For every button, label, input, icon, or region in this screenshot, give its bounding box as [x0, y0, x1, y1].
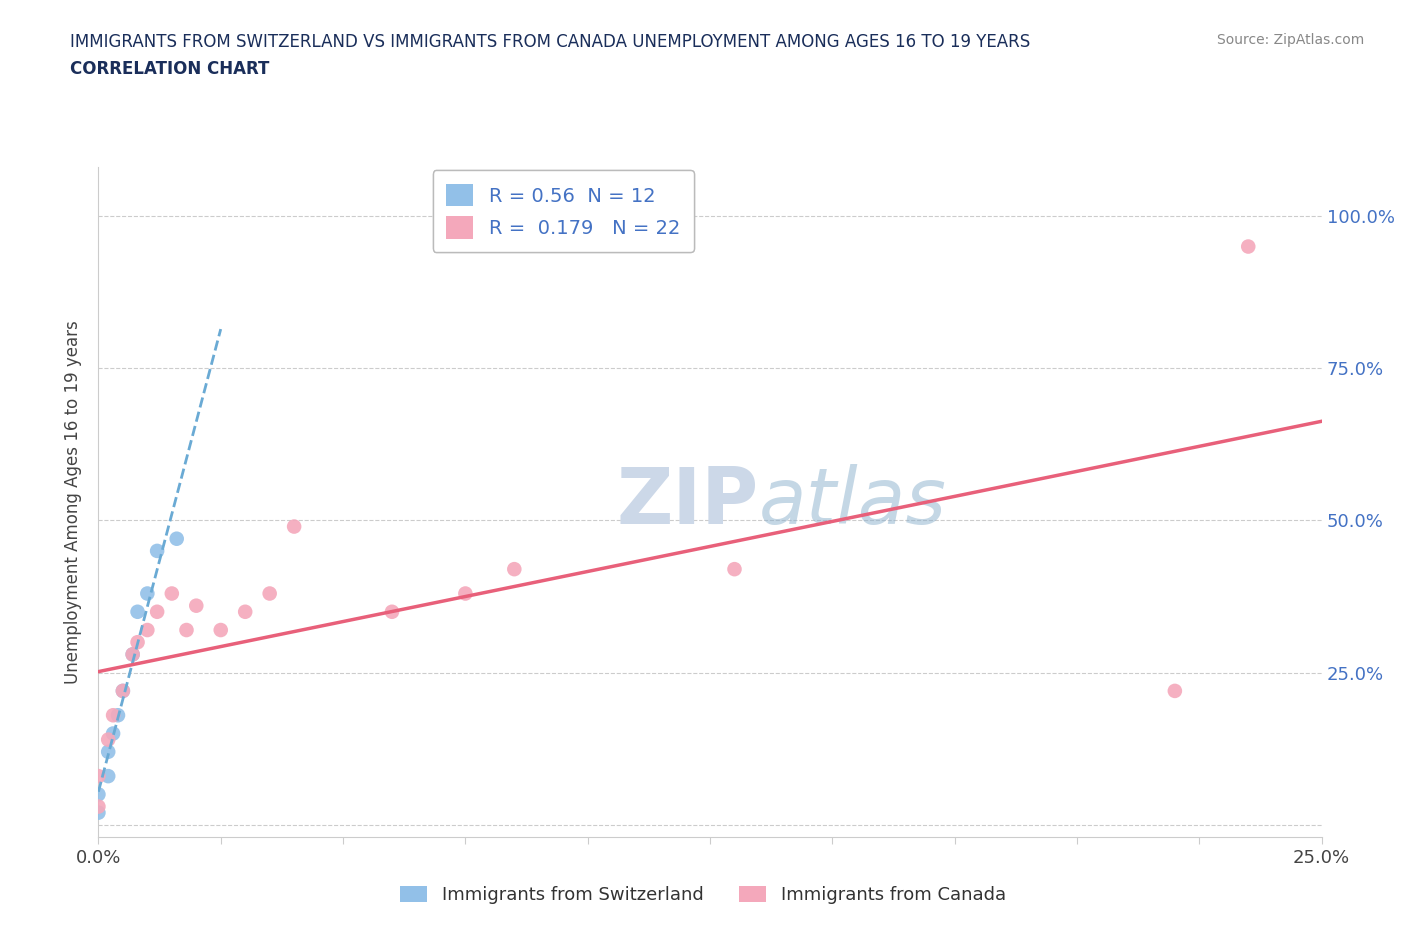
- Point: [87, 769, 110, 784]
- Text: CORRELATION CHART: CORRELATION CHART: [70, 60, 270, 78]
- Text: atlas: atlas: [759, 464, 946, 540]
- Point: [87, 805, 110, 820]
- Legend: Immigrants from Switzerland, Immigrants from Canada: Immigrants from Switzerland, Immigrants …: [392, 879, 1014, 911]
- Text: Source: ZipAtlas.com: Source: ZipAtlas.com: [1216, 33, 1364, 46]
- Point: [111, 684, 134, 698]
- Point: [111, 684, 134, 698]
- Point: [166, 531, 188, 546]
- Point: [1237, 239, 1260, 254]
- Point: [381, 604, 404, 619]
- Legend: R = 0.56  N = 12, R =  0.179   N = 22: R = 0.56 N = 12, R = 0.179 N = 22: [433, 170, 695, 252]
- Point: [136, 586, 159, 601]
- Point: [146, 543, 169, 558]
- Point: [121, 647, 143, 662]
- Point: [127, 604, 149, 619]
- Y-axis label: Unemployment Among Ages 16 to 19 years: Unemployment Among Ages 16 to 19 years: [65, 320, 83, 684]
- Point: [723, 562, 745, 577]
- Point: [97, 744, 120, 759]
- Point: [176, 622, 198, 637]
- Point: [1164, 684, 1187, 698]
- Point: [97, 769, 120, 784]
- Point: [454, 586, 477, 601]
- Point: [101, 726, 124, 741]
- Point: [283, 519, 305, 534]
- Point: [160, 586, 183, 601]
- Point: [259, 586, 281, 601]
- Text: ZIP: ZIP: [617, 464, 759, 540]
- Point: [503, 562, 526, 577]
- Point: [233, 604, 256, 619]
- Point: [107, 708, 129, 723]
- Point: [87, 787, 110, 802]
- Point: [209, 622, 232, 637]
- Point: [101, 708, 124, 723]
- Point: [146, 604, 169, 619]
- Text: IMMIGRANTS FROM SWITZERLAND VS IMMIGRANTS FROM CANADA UNEMPLOYMENT AMONG AGES 16: IMMIGRANTS FROM SWITZERLAND VS IMMIGRANT…: [70, 33, 1031, 50]
- Point: [87, 799, 110, 814]
- Point: [136, 622, 159, 637]
- Point: [121, 647, 143, 662]
- Point: [186, 598, 208, 613]
- Point: [127, 635, 149, 650]
- Point: [97, 732, 120, 747]
